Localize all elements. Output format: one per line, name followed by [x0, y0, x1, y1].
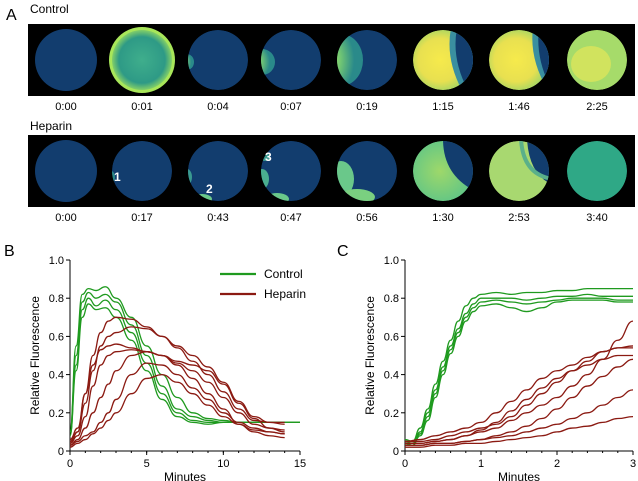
- time-label: 1:15: [432, 101, 453, 113]
- chart-panel-b: 0 0.2 0.4 0.6 0.8 1.0 0 5 10 15 Minutes Relative Fl…: [28, 255, 306, 481]
- series-line-heparin: [69, 343, 285, 441]
- series-line-heparin: [404, 354, 633, 445]
- dish-control-5: [337, 30, 397, 90]
- dish-heparin-8: [567, 141, 627, 201]
- y-tick-label: 0: [393, 446, 399, 458]
- times-control: 0:00 0:01 0:04 0:07 0:19 1:15 1:46 2:25: [55, 101, 607, 113]
- x-axis-label: Minutes: [164, 470, 206, 481]
- time-label: 0:00: [55, 101, 76, 113]
- y-tick-label: 0.6: [49, 331, 64, 343]
- marker-1: 1: [114, 170, 121, 184]
- panel-label-b: B: [4, 243, 15, 260]
- y-tick-label: 0.2: [384, 408, 399, 420]
- y-tick-label: 0.8: [49, 293, 64, 305]
- panel-label-a: A: [6, 7, 17, 24]
- y-tick-label: 0.2: [49, 408, 64, 420]
- y-tick-label: 0.6: [384, 331, 399, 343]
- strip-control: [28, 24, 635, 96]
- series-line-heparin: [69, 373, 285, 448]
- dish-control-2: [109, 27, 175, 93]
- x-tick-label: 15: [294, 458, 306, 470]
- time-label: 2:25: [586, 101, 607, 113]
- y-tick-label: 0: [58, 446, 64, 458]
- row-label-heparin: Heparin: [30, 119, 72, 133]
- series-line-control: [69, 303, 301, 437]
- dish-heparin-5: [337, 141, 397, 201]
- time-label: 1:46: [508, 101, 529, 113]
- dish-heparin-6: [413, 141, 473, 201]
- y-tick-label: 0.4: [49, 370, 64, 382]
- time-label: 3:40: [586, 212, 607, 224]
- dish-control-1: [35, 29, 97, 91]
- chart-panel-c: 0 0.2 0.4 0.6 0.8 1.0 0 1 2 3 Minutes Relative Fluo…: [363, 255, 636, 481]
- series-line-heparin: [405, 389, 634, 446]
- times-heparin: 0:00 0:17 0:43 0:47 0:56 1:30 2:53 3:40: [55, 212, 607, 224]
- legend-label: Control: [264, 267, 303, 281]
- series-line-control: [69, 291, 301, 433]
- dish-heparin-1: [35, 140, 97, 202]
- x-tick-label: 1: [478, 458, 484, 470]
- x-axis-label: Minutes: [498, 470, 540, 481]
- row-label-control: Control: [30, 2, 69, 16]
- series-line-control: [404, 299, 633, 446]
- time-label: 0:47: [280, 212, 301, 224]
- x-tick-label: 2: [554, 458, 560, 470]
- strip-heparin: 1 2 3: [28, 135, 635, 207]
- y-tick-label: 0.4: [384, 370, 399, 382]
- time-label: 0:01: [131, 101, 152, 113]
- y-axis-label: Relative Fluorescence: [363, 296, 377, 415]
- series-line-control: [404, 293, 633, 445]
- series-line-heparin: [69, 316, 285, 443]
- dish-control-4: [261, 30, 321, 90]
- series-line-control: [404, 297, 633, 446]
- series-line-heparin: [69, 351, 285, 446]
- time-label: 2:53: [508, 212, 529, 224]
- series-line-heparin: [404, 345, 634, 443]
- x-tick-label: 0: [402, 458, 408, 470]
- legend-label: Heparin: [264, 287, 306, 301]
- y-tick-label: 1.0: [49, 255, 64, 267]
- time-label: 0:56: [356, 212, 377, 224]
- y-tick-label: 0.8: [384, 293, 399, 305]
- marker-2: 2: [206, 182, 213, 196]
- series-line-heparin: [69, 362, 285, 446]
- y-tick-label: 1.0: [384, 255, 399, 267]
- x-tick-label: 0: [67, 458, 73, 470]
- dish-control-3: [188, 30, 248, 90]
- dish-control-7: [489, 30, 549, 90]
- series-line-heparin: [69, 326, 285, 445]
- dish-control-6: [413, 30, 473, 90]
- x-tick-label: 3: [630, 458, 636, 470]
- series-line-heparin: [405, 415, 634, 448]
- y-axis-label: Relative Fluorescence: [28, 296, 42, 415]
- time-label: 0:43: [207, 212, 228, 224]
- series-line-control: [404, 288, 633, 443]
- time-label: 0:19: [356, 101, 377, 113]
- x-tick-label: 10: [217, 458, 229, 470]
- time-label: 1:30: [432, 212, 453, 224]
- time-label: 0:00: [55, 212, 76, 224]
- time-label: 0:04: [207, 101, 228, 113]
- dish-control-8: [567, 30, 627, 90]
- panel-label-c: C: [337, 243, 349, 260]
- time-label: 0:17: [131, 212, 152, 224]
- marker-3: 3: [265, 150, 272, 164]
- x-tick-label: 5: [144, 458, 150, 470]
- time-label: 0:07: [280, 101, 301, 113]
- series-line-heparin: [405, 347, 633, 443]
